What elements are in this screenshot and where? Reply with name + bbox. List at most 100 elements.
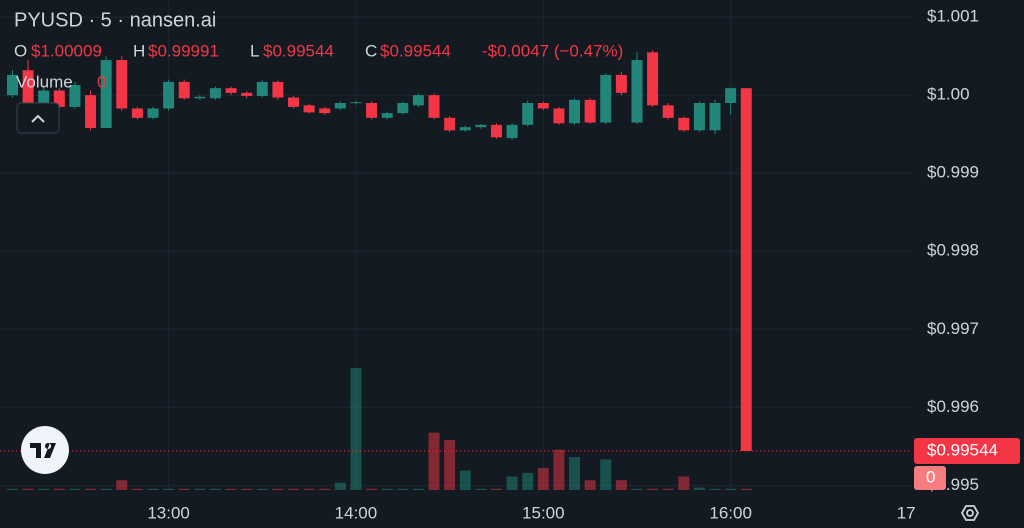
legend-value: $1.00009 [31,41,102,60]
volume-bar [459,470,471,490]
x-tick-label: 15:00 [522,503,565,522]
legend: PYUSD · 5 · nansen.ai O $1.00009 H $0.99… [14,9,623,134]
legend-label: O [14,41,27,60]
volume-bar [553,449,565,490]
volume-bar [131,488,143,490]
volume-bar [522,472,534,490]
candle-body [53,90,65,107]
candle-body [397,102,409,114]
candle-body [459,127,471,131]
candle-body [350,102,362,104]
candle-body [444,117,456,131]
volume-bar [412,488,424,490]
volume-bar [631,488,643,490]
volume-bar [6,488,18,490]
candle-body [522,102,534,125]
candle-body [116,60,128,109]
candle-body [241,92,253,96]
legend-label: Volume [16,72,73,91]
candle-body [178,81,190,99]
volume-bar [38,488,50,490]
tradingview-logo[interactable] [21,426,69,474]
legend-value: 0 [97,72,106,91]
collapse-button[interactable] [16,102,60,134]
volume-bar [303,488,315,490]
chart-title: PYUSD · 5 · nansen.ai [14,9,216,31]
candle-body [693,102,705,131]
candle-body [647,52,659,106]
grid [0,0,919,490]
volume-bar [428,432,440,490]
volume-bar [334,482,346,490]
candle-body [366,102,378,118]
volume-bar [241,488,253,490]
volume-bar [178,488,190,490]
volume-bar [397,488,409,490]
legend-value: $0.99544 [380,41,451,60]
candle-body [412,95,424,106]
volume-bar [194,488,206,490]
candle-body [584,99,596,123]
volume-bar [256,488,268,490]
legend-value: $0.99991 [148,41,219,60]
volume-bar [272,488,284,490]
y-tick-label: $0.998 [927,241,979,260]
volume-bar [350,368,362,490]
candle-body [537,102,549,109]
axis-layer: $1.001 $1.00 $0.999 $0.998 $0.997 $0.996 $0.99… [147,0,1024,528]
y-tick-label: $0.997 [927,319,979,338]
candle-body [740,88,752,451]
candle-body [147,108,159,118]
volume-bar [725,488,737,490]
volume-bar [225,488,237,490]
candle-body [475,124,487,128]
volume-bar [163,488,175,490]
volume-bar [69,488,81,490]
y-tick-label: $1.00 [927,85,970,104]
volume-bar [100,488,112,490]
volume-tag-label: 0 [926,467,935,486]
candle-body [194,96,206,99]
candle-body [615,74,627,93]
candle-body [381,113,393,118]
candle-body [553,108,565,124]
candle-body [428,95,440,118]
candle-body [334,102,346,109]
volume-layer [6,368,752,490]
volume-bar [584,480,596,490]
candle-body [506,124,518,139]
candle-body [6,74,18,96]
volume-bar [444,439,456,490]
volume-bar [569,457,581,490]
volume-bar [319,488,331,490]
candle-body [69,85,81,107]
volume-bar [147,488,159,490]
legend-label: H [133,41,145,60]
settings-button[interactable] [960,505,980,521]
volume-bar [537,468,549,490]
volume-bar [366,488,378,490]
volume-bar [381,488,393,490]
volume-bar [22,488,34,490]
candle-body [631,60,643,123]
volume-bar [709,488,721,490]
y-tick-label: $1.001 [927,7,979,26]
y-tick-label: $0.996 [927,397,979,416]
candle-body [100,60,112,128]
candle-layer [0,49,912,452]
volume-bar [647,488,659,490]
candle-body [209,88,221,99]
last-price-tag [914,437,1020,464]
legend-value: $0.99544 [263,41,334,60]
candle-body [131,108,143,118]
x-tick-label: 16:00 [709,503,752,522]
candle-body [569,99,581,124]
volume-bar [615,480,627,490]
volume-bar [506,476,518,490]
legend-label: C [365,41,377,60]
volume-bar [475,488,487,490]
candle-body [256,81,268,96]
